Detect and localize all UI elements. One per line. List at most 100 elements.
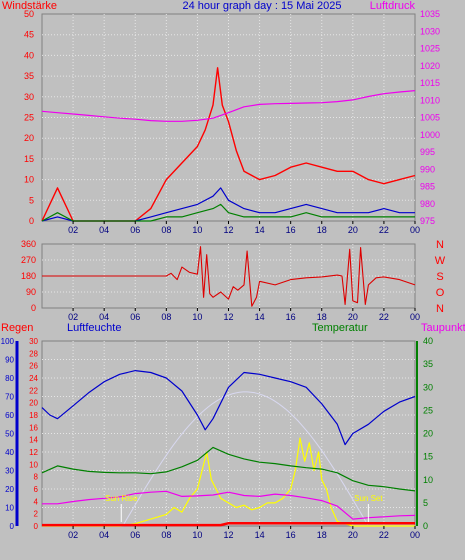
rain-tick-label: 26	[29, 362, 38, 371]
rain-tick-label: 20	[29, 399, 38, 408]
pressure-axis-label: Luftdruck	[370, 0, 416, 12]
sun-annotation: Sun Set	[354, 494, 383, 503]
pressure-tick-label: 1010	[420, 95, 440, 105]
x-tick-label: 10	[192, 225, 202, 235]
x-tick-label: 12	[223, 225, 233, 235]
dewpoint-line	[42, 490, 416, 520]
humidity-tick-label: 100	[1, 337, 15, 346]
pressure-tick-label: 1020	[420, 61, 440, 71]
series-layer	[41, 67, 416, 527]
direction-letter: O	[436, 287, 445, 299]
daylight-arc	[122, 391, 369, 527]
x-tick-label: 16	[286, 312, 296, 322]
axes-layer: 0510152025303540455097598098599099510001…	[1, 9, 446, 540]
wind-axis-label: Windstärke	[2, 0, 57, 12]
humidity-tick-label: 50	[5, 430, 14, 439]
rain-tick-label: 4	[34, 497, 39, 506]
direction-tick-label: 90	[26, 287, 36, 297]
x-tick-label: 00	[410, 530, 420, 540]
wind-tick-label: 40	[24, 50, 34, 60]
x-tick-label: 04	[99, 225, 109, 235]
rain-tick-label: 8	[34, 473, 39, 482]
x-tick-label: 00	[410, 225, 420, 235]
x-tick-label: 22	[379, 530, 389, 540]
direction-tick-label: 360	[21, 239, 36, 249]
x-tick-label: 06	[130, 312, 140, 322]
wind-tick-label: 10	[24, 175, 34, 185]
rain-tick-label: 16	[29, 423, 38, 432]
x-tick-label: 18	[317, 225, 327, 235]
rain-axis-label: Regen	[1, 322, 33, 334]
direction-line	[42, 246, 416, 307]
temperature-tick-label: 10	[423, 475, 433, 485]
rain-line	[42, 521, 415, 527]
rain-tick-label: 6	[34, 485, 39, 494]
temperature-tick-label: 25	[423, 405, 433, 415]
temperature-tick-label: 15	[423, 452, 433, 462]
humidity-tick-label: 80	[5, 374, 14, 383]
temperature-axis-label: Temperatur	[312, 322, 368, 334]
x-tick-label: 16	[286, 530, 296, 540]
pressure-tick-label: 1025	[420, 44, 440, 54]
x-tick-label: 08	[161, 312, 171, 322]
pressure-tick-label: 1005	[420, 113, 440, 123]
x-tick-label: 02	[68, 312, 78, 322]
x-tick-label: 22	[379, 312, 389, 322]
wind-tick-label: 50	[24, 9, 34, 19]
pressure-tick-label: 1015	[420, 78, 440, 88]
direction-letter: N	[436, 303, 444, 315]
direction-letter: S	[436, 271, 443, 283]
rain-tick-label: 24	[29, 374, 38, 383]
x-tick-label: 06	[130, 225, 140, 235]
x-tick-label: 02	[68, 530, 78, 540]
x-tick-label: 06	[130, 530, 140, 540]
rain-tick-label: 12	[29, 448, 38, 457]
wind-tick-label: 30	[24, 92, 34, 102]
x-tick-label: 20	[348, 530, 358, 540]
direction-letter: N	[436, 239, 444, 251]
humidity-tick-label: 30	[5, 467, 14, 476]
temperature-tick-label: 5	[423, 498, 428, 508]
humidity-tick-label: 0	[10, 522, 15, 531]
wind-tick-label: 5	[29, 195, 34, 205]
wind-tick-label: 45	[24, 30, 34, 40]
pressure-tick-label: 995	[420, 147, 435, 157]
wind-tick-label: 0	[29, 216, 34, 226]
x-tick-label: 20	[348, 225, 358, 235]
sun-annotation: Sun Rise	[105, 494, 138, 503]
x-tick-label: 14	[255, 530, 265, 540]
x-tick-label: 08	[161, 530, 171, 540]
rain-tick-label: 0	[34, 522, 39, 531]
direction-letter: W	[435, 255, 446, 267]
x-tick-label: 18	[317, 312, 327, 322]
humidity-tick-label: 40	[5, 448, 14, 457]
x-tick-label: 14	[255, 225, 265, 235]
x-tick-label: 18	[317, 530, 327, 540]
x-tick-label: 10	[192, 530, 202, 540]
rain-tick-label: 18	[29, 411, 38, 420]
x-tick-label: 04	[99, 312, 109, 322]
dewpoint-axis-label: Taupunkt	[421, 322, 465, 334]
humidity-tick-label: 20	[5, 485, 14, 494]
x-tick-label: 14	[255, 312, 265, 322]
x-tick-label: 22	[379, 225, 389, 235]
pressure-tick-label: 985	[420, 182, 435, 192]
temperature-tick-label: 20	[423, 429, 433, 439]
pressure-tick-label: 990	[420, 164, 435, 174]
x-tick-label: 16	[286, 225, 296, 235]
pressure-tick-label: 1030	[420, 26, 440, 36]
temperature-tick-label: 35	[423, 359, 433, 369]
rain-tick-label: 22	[29, 386, 38, 395]
wind-tick-label: 20	[24, 133, 34, 143]
x-tick-label: 12	[223, 312, 233, 322]
rain-tick-label: 2	[34, 510, 39, 519]
pressure-tick-label: 1035	[420, 9, 440, 19]
humidity-line	[41, 370, 416, 446]
x-tick-label: 10	[192, 312, 202, 322]
humidity-tick-label: 70	[5, 393, 14, 402]
rain-tick-label: 10	[29, 460, 38, 469]
direction-tick-label: 180	[21, 271, 36, 281]
rain-tick-label: 30	[29, 337, 38, 346]
